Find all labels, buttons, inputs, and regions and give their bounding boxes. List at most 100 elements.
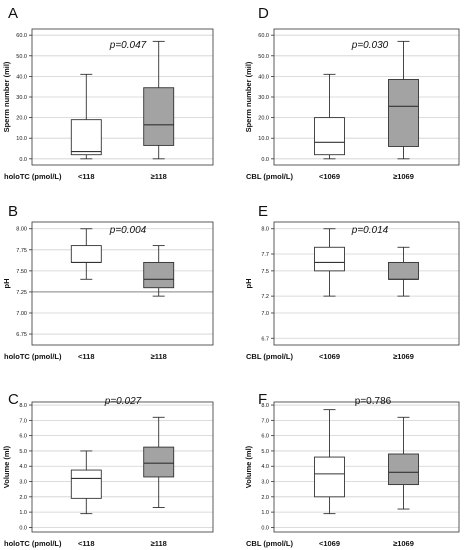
y-tick-label: 7.50	[16, 269, 27, 275]
panel-d: D 0.0 10.0 20.0 30.0 40.0 50.0 60.0 p=0.030 Sperm…	[244, 5, 460, 181]
y-tick-label: 30.0	[16, 95, 27, 101]
x-category-label: <118	[78, 172, 94, 181]
y-tick-label: 2.0	[261, 495, 269, 501]
plot-frame	[273, 221, 460, 346]
p-value-label: p=0.030	[351, 40, 389, 51]
box-low-group	[70, 450, 102, 515]
x-category-label: ≥118	[151, 352, 167, 361]
iqr-box	[314, 117, 345, 156]
x-axis-label: CBL (pmol/L)	[246, 539, 293, 548]
box-high-group	[143, 40, 175, 160]
panel-letter: F	[258, 391, 267, 408]
iqr-box	[143, 87, 175, 146]
y-tick-label: 30.0	[258, 95, 269, 101]
x-axis-label: holoTC (pmol/L)	[4, 539, 62, 548]
y-tick-label: 6.75	[16, 332, 27, 338]
x-category-label: <118	[78, 539, 94, 548]
plot-frame	[273, 401, 460, 533]
x-axis-label: holoTC (pmol/L)	[4, 172, 62, 181]
y-tick-label: 40.0	[258, 74, 269, 80]
y-axis-label: Sperm number (mil)	[244, 61, 253, 132]
y-tick-label: 0.0	[19, 525, 27, 531]
p-value-label: p=0.014	[351, 225, 389, 236]
p-value-label: p=0.004	[109, 225, 147, 236]
x-category-label: <1069	[319, 539, 340, 548]
y-tick-label: 2.0	[19, 495, 27, 501]
y-tick-label: 7.00	[16, 311, 27, 317]
iqr-box	[70, 245, 102, 263]
y-tick-label: 20.0	[16, 116, 27, 122]
y-axis-label: pH	[244, 279, 253, 289]
y-tick-label: 0.0	[261, 525, 269, 531]
panel-letter: D	[258, 5, 269, 22]
panel-letter: E	[258, 203, 268, 220]
y-tick-label: 4.0	[261, 464, 269, 470]
x-category-label: ≥1069	[393, 172, 414, 181]
y-axis-label: Sperm number (mil)	[2, 61, 11, 132]
x-category-label: ≥1069	[393, 539, 414, 548]
plot-frame	[31, 401, 214, 533]
iqr-box	[388, 453, 419, 486]
y-tick-label: 8.00	[16, 227, 27, 233]
p-value-label: p=0.786	[355, 396, 392, 407]
box-low-group	[70, 228, 102, 280]
x-category-label: <118	[78, 352, 94, 361]
box-high-group	[143, 245, 175, 297]
y-tick-label: 10.0	[258, 136, 269, 142]
y-tick-label: 8.0	[19, 403, 27, 409]
panel-b: B 6.75 7.00 7.25 7.50 7.75 8.00 p=0.004 pH holoTC…	[2, 203, 214, 361]
x-category-label: <1069	[319, 352, 340, 361]
y-tick-label: 3.0	[261, 480, 269, 486]
iqr-box	[388, 261, 419, 280]
x-axis-label: holoTC (pmol/L)	[4, 352, 62, 361]
iqr-box	[143, 446, 175, 478]
y-tick-label: 7.2	[261, 294, 269, 300]
y-tick-label: 6.0	[261, 434, 269, 440]
x-category-label: ≥1069	[393, 352, 414, 361]
box-low-group	[70, 73, 102, 160]
iqr-box	[314, 456, 345, 498]
plot-frame	[273, 28, 460, 166]
iqr-box	[388, 79, 419, 147]
y-tick-label: 8.0	[261, 227, 269, 233]
y-tick-label: 0.0	[19, 157, 27, 163]
y-tick-label: 10.0	[16, 136, 27, 142]
y-tick-label: 4.0	[19, 464, 27, 470]
y-axis-label: pH	[2, 279, 11, 289]
y-tick-label: 7.7	[261, 252, 269, 258]
iqr-box	[70, 119, 102, 156]
box-low-group	[314, 228, 345, 297]
y-tick-label: 7.0	[261, 311, 269, 317]
y-axis-label: Volume (ml)	[2, 445, 11, 488]
y-tick-label: 40.0	[16, 74, 27, 80]
y-tick-label: 6.0	[19, 434, 27, 440]
y-tick-label: 7.5	[261, 269, 269, 275]
y-axis-label: Volume (ml)	[244, 445, 253, 488]
y-tick-label: 7.75	[16, 248, 27, 254]
iqr-box	[314, 246, 345, 272]
box-high-group	[388, 40, 419, 160]
plot-frame	[31, 28, 214, 166]
y-tick-label: 50.0	[258, 54, 269, 60]
y-tick-label: 7.0	[19, 418, 27, 424]
y-tick-label: 8.0	[261, 403, 269, 409]
panel-letter: B	[8, 203, 18, 220]
panel-c: C 0.0 1.0 2.0 3.0 4.0 5.0 6.0 7.0 8.0 p=0.027 Volum…	[2, 391, 214, 548]
box-low-group	[314, 409, 345, 515]
iqr-box	[143, 261, 175, 289]
p-value-label: p=0.027	[104, 396, 142, 407]
panel-f: F 0.0 1.0 2.0 3.0 4.0 5.0 6.0 7.0 8.0 p=0.786 Volum…	[244, 391, 460, 548]
y-tick-label: 50.0	[16, 54, 27, 60]
y-tick-label: 60.0	[258, 33, 269, 39]
y-tick-label: 1.0	[261, 510, 269, 516]
y-tick-label: 7.25	[16, 290, 27, 296]
panel-letter: C	[8, 391, 19, 408]
y-tick-label: 6.7	[261, 336, 269, 342]
panel-e: E 6.7 7.0 7.2 7.5 7.7 8.0 p=0.014 pH CBL (pmol/L)…	[244, 203, 460, 361]
x-axis-label: CBL (pmol/L)	[246, 352, 293, 361]
p-value-label: p=0.047	[109, 40, 147, 51]
y-tick-label: 20.0	[258, 116, 269, 122]
x-axis-label: CBL (pmol/L)	[246, 172, 293, 181]
y-tick-label: 5.0	[19, 449, 27, 455]
